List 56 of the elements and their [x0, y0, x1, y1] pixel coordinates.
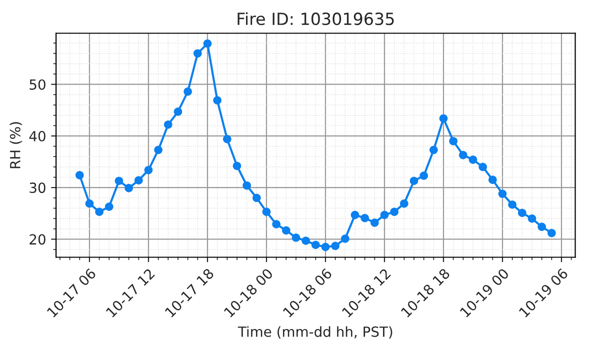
point: [350, 210, 360, 220]
point: [488, 176, 497, 184]
point: [468, 156, 478, 164]
y-tick-label: 40: [29, 130, 46, 142]
point: [75, 171, 84, 180]
point: [518, 208, 526, 218]
point: [547, 228, 556, 238]
point: [390, 208, 398, 216]
point: [232, 162, 242, 170]
point: [538, 222, 546, 231]
point: [478, 162, 487, 172]
point: [508, 200, 516, 209]
point: [184, 87, 192, 96]
y-tick-label: 50: [30, 79, 46, 90]
chart-title: Fire ID: 103019635: [238, 12, 394, 26]
point: [282, 226, 290, 235]
point: [528, 214, 536, 223]
point: [85, 199, 94, 208]
point: [340, 234, 350, 243]
point: [321, 242, 330, 252]
y-axis-title: RH (%): [10, 122, 22, 168]
point: [213, 96, 222, 105]
point: [104, 202, 114, 211]
point: [292, 233, 300, 242]
point: [400, 199, 408, 208]
point: [95, 208, 104, 216]
point: [242, 181, 251, 190]
point: [410, 176, 418, 186]
point: [252, 194, 261, 202]
point: [498, 190, 507, 198]
point: [154, 146, 162, 154]
point: [331, 242, 340, 250]
point: [311, 240, 320, 250]
point: [439, 114, 448, 123]
point: [134, 176, 143, 185]
point: [272, 220, 280, 228]
point: [144, 166, 153, 174]
point: [174, 108, 182, 116]
y-tick-label: 20: [30, 234, 46, 245]
point: [262, 208, 271, 216]
point: [164, 120, 172, 129]
point: [222, 134, 232, 144]
y-tick-label: 30: [30, 182, 46, 194]
point: [193, 49, 202, 58]
point: [380, 210, 389, 220]
point: [203, 39, 212, 48]
point: [370, 218, 379, 227]
point: [458, 150, 468, 160]
point: [302, 236, 310, 245]
point: [124, 184, 133, 192]
point: [420, 172, 428, 180]
point: [429, 146, 438, 154]
x-axis-title: Time (mm-dd hh, PST): [238, 326, 392, 339]
point: [449, 136, 458, 146]
point: [114, 176, 124, 186]
point: [360, 214, 369, 222]
